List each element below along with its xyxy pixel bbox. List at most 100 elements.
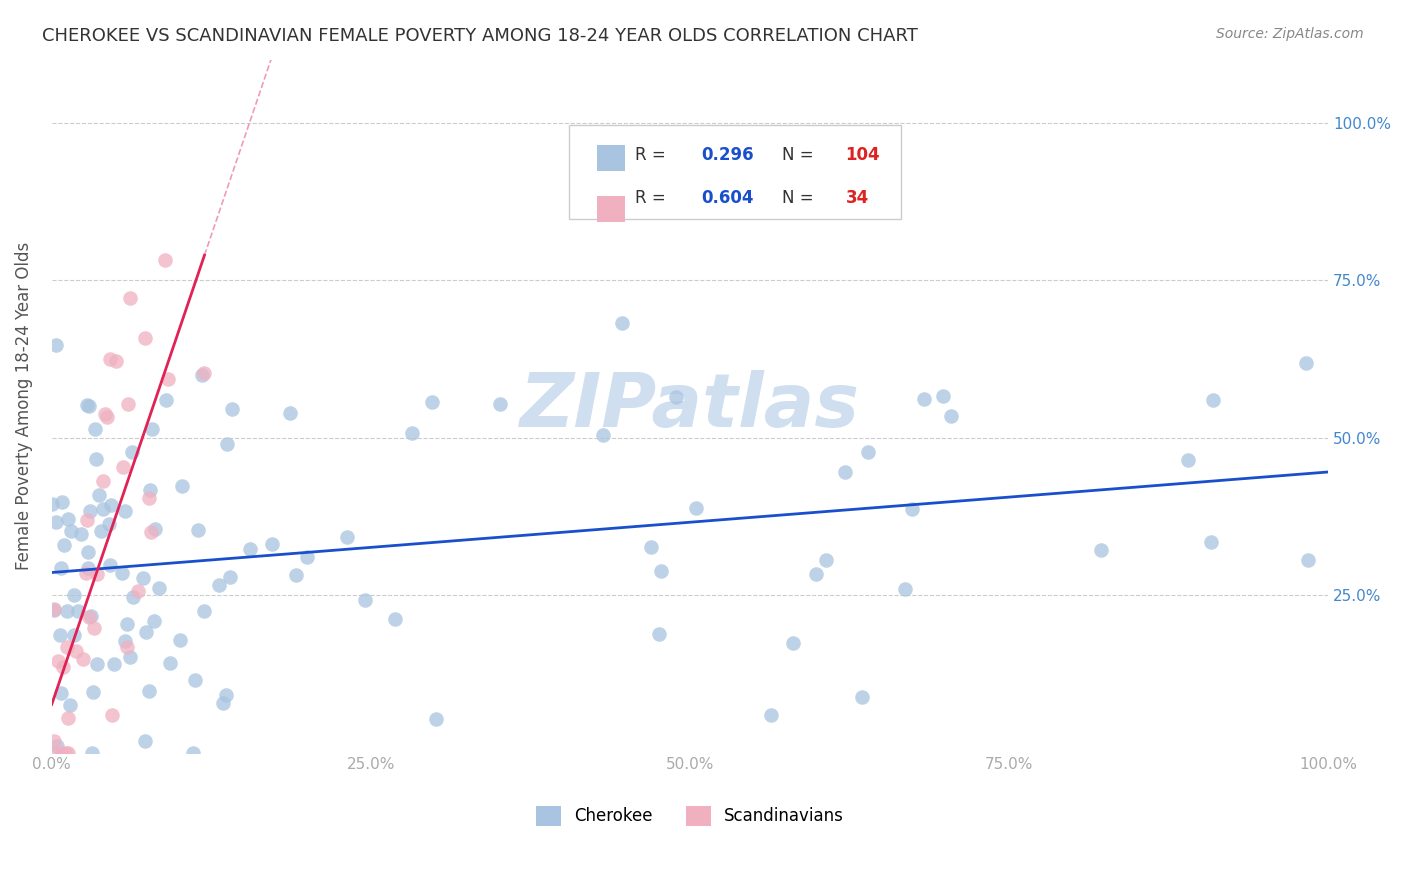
Text: 34: 34 [845,189,869,207]
Point [285,568,308,582]
Point [912,392,935,406]
Point [239,542,262,557]
Point [118,650,141,665]
Point [98,516,121,531]
Point [1177,452,1199,467]
Point [121,445,143,459]
Point [159,657,181,671]
Point [65,643,87,657]
Point [335,530,357,544]
Point [86,657,108,672]
Point [187,524,209,538]
Point [193,604,215,618]
Point [155,392,177,407]
Point [1090,542,1112,557]
Text: 104: 104 [845,146,880,164]
Point [1202,393,1225,408]
Point [425,712,447,726]
Point [640,540,662,554]
Point [56,711,79,725]
FancyBboxPatch shape [596,196,624,222]
Point [83,621,105,635]
Point [100,498,122,512]
Point [63,628,86,642]
Point [221,402,243,417]
Point [114,634,136,648]
Point [893,582,915,596]
Point [76,513,98,527]
Point [141,524,163,539]
Point [650,564,672,578]
Point [121,590,143,604]
Point [215,688,238,702]
Point [45,739,67,753]
Point [90,524,112,538]
Point [217,436,239,450]
Point [82,685,104,699]
Point [610,316,633,330]
Point [51,495,73,509]
Point [278,406,301,420]
Point [148,581,170,595]
Point [138,491,160,505]
Point [46,654,69,668]
Point [76,545,98,559]
Point [58,512,80,526]
Point [169,633,191,648]
Point [489,397,512,411]
Point [77,399,100,413]
Point [219,569,242,583]
Point [685,500,707,515]
Text: CHEROKEE VS SCANDINAVIAN FEMALE POVERTY AMONG 18-24 YEAR OLDS CORRELATION CHART: CHEROKEE VS SCANDINAVIAN FEMALE POVERTY … [42,27,918,45]
Point [53,539,76,553]
Point [172,479,194,493]
Point [49,628,72,642]
Point [75,566,97,580]
Point [117,397,139,411]
Point [114,504,136,518]
Point [70,527,93,541]
Point [42,733,65,747]
Point [84,422,107,436]
Point [153,253,176,268]
Point [664,390,686,404]
Point [111,566,134,580]
Point [89,488,111,502]
Point [592,427,614,442]
Point [353,592,375,607]
Point [98,558,121,573]
Point [295,550,318,565]
Point [1201,535,1223,549]
Point [86,567,108,582]
Point [72,651,94,665]
Point [814,552,837,566]
Point [939,409,962,424]
Point [77,561,100,575]
Point [135,624,157,639]
Point [79,504,101,518]
Point [139,483,162,497]
Text: R =: R = [636,189,671,207]
Text: ZIPatlas: ZIPatlas [520,369,860,442]
Point [80,746,103,760]
Point [932,389,955,403]
Point [51,746,73,760]
Point [648,627,671,641]
Text: N =: N = [782,189,818,207]
FancyBboxPatch shape [568,126,901,219]
Point [143,614,166,628]
Point [103,657,125,671]
Point [134,733,156,747]
Point [84,451,107,466]
Point [138,683,160,698]
Point [181,746,204,760]
Point [91,474,114,488]
Point [105,354,128,368]
Point [45,338,67,352]
Point [115,617,138,632]
Point [384,612,406,626]
Point [804,566,827,581]
Point [96,409,118,424]
Point [44,746,66,760]
Point [101,708,124,723]
